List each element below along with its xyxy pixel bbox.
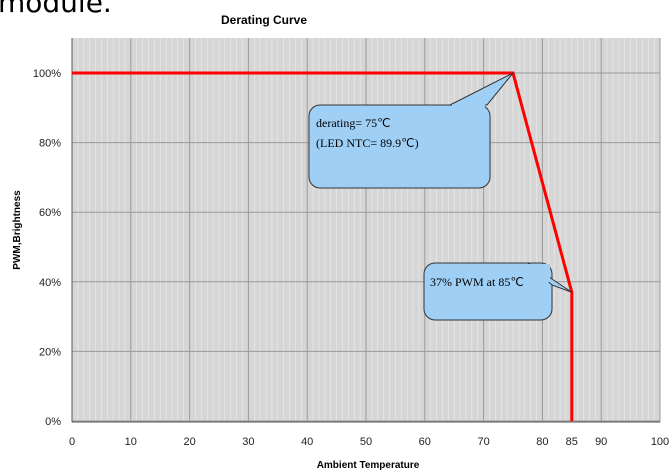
minor-grid (71, 38, 661, 422)
y-tick-label: 20% (39, 346, 61, 358)
x-tick-label: 100 (651, 436, 669, 448)
series-line (72, 71, 574, 421)
x-axis-title: Ambient Temperature (317, 460, 420, 470)
x-tick-label: 90 (595, 436, 607, 448)
x-tick-label: 60 (419, 436, 431, 448)
callouts: derating= 75℃ (LED NTC= 89.9℃) 37% PWM at … (308, 72, 573, 321)
y-tick-label: 100% (33, 68, 61, 80)
y-tick-label: 60% (39, 207, 61, 219)
y-axis-title: PWM,Brightness (12, 190, 23, 270)
x-tick-label: 40 (301, 436, 313, 448)
y-axis-ticks: 0% 20% 40% 60% 80% 100% (33, 68, 61, 428)
callout-seam (452, 104, 485, 107)
x-tick-label: 10 (125, 436, 137, 448)
callout-text: 37% PWM at 85℃ (430, 275, 524, 289)
x-tick-label: 0 (69, 436, 75, 448)
x-tick-label: 70 (477, 436, 489, 448)
y-tick-label: 80% (39, 138, 61, 150)
callout-text: derating= 75℃ (316, 116, 391, 130)
callout-box (423, 262, 553, 321)
y-tick-label: 0% (45, 416, 61, 428)
callout-seam (526, 264, 550, 282)
x-tick-label: 80 (536, 436, 548, 448)
y-tick-label: 40% (39, 277, 61, 289)
callout-text: (LED NTC= 89.9℃) (316, 136, 419, 150)
x-tick-label: 30 (242, 436, 254, 448)
x-tick-label: 50 (360, 436, 372, 448)
x-tick-label: 20 (183, 436, 195, 448)
callout-box (308, 104, 491, 189)
x-axis-ticks: 0 10 20 30 40 50 60 70 80 85 90 100 (69, 436, 669, 448)
chart-title: Derating Curve (221, 13, 307, 27)
series-layer (72, 71, 574, 421)
heading-fragment: module. (0, 0, 112, 19)
x-tick-label: 85 (566, 436, 578, 448)
